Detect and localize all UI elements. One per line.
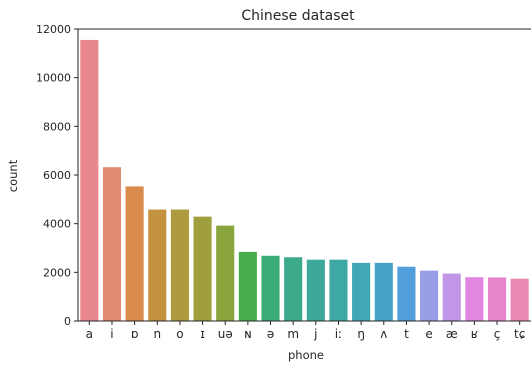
bar-8 bbox=[261, 255, 280, 321]
x-tick-label-9: m bbox=[287, 327, 299, 341]
axes-frame bbox=[77, 28, 531, 322]
bar-10 bbox=[306, 259, 325, 321]
x-tick-label-7: ɴ bbox=[244, 327, 252, 341]
bar-1 bbox=[102, 167, 122, 321]
x-tick-label-10: j bbox=[313, 327, 317, 341]
bar-9 bbox=[284, 257, 303, 321]
x-tick-label-12: ŋ bbox=[357, 327, 365, 341]
x-tick-label-8: ə bbox=[267, 327, 274, 341]
bar-4 bbox=[170, 209, 189, 321]
x-tick-label-4: o bbox=[176, 327, 183, 341]
x-tick-label-14: t bbox=[404, 327, 409, 341]
x-tick-label-0: a bbox=[86, 327, 93, 341]
bar-18 bbox=[487, 277, 507, 321]
chart-title: Chinese dataset bbox=[241, 8, 355, 24]
x-tick-label-18: ç bbox=[494, 327, 501, 341]
bar-6 bbox=[216, 225, 235, 321]
bar-13 bbox=[374, 262, 393, 321]
x-axis-label: phone bbox=[288, 348, 324, 362]
y-tick-label-6: 12000 bbox=[36, 23, 71, 36]
x-tick-label-11: iː bbox=[335, 327, 342, 341]
y-axis-ticks: 0 2000 4000 6000 8000 10000 12000 bbox=[36, 23, 78, 328]
x-tick-label-2: ɒ bbox=[131, 327, 139, 341]
x-axis-ticks: a i ɒ n o ɪ uə ɴ ə m j iː ŋ ʌ t e æ ʁ ç tɕ bbox=[86, 321, 525, 341]
bar-0 bbox=[80, 39, 99, 321]
bar-15 bbox=[420, 270, 439, 321]
x-tick-label-17: ʁ bbox=[471, 327, 478, 341]
bar-5 bbox=[193, 216, 212, 321]
y-tick-label-1: 2000 bbox=[43, 266, 71, 279]
x-tick-label-13: ʌ bbox=[380, 327, 387, 341]
bar-7 bbox=[238, 251, 257, 321]
bars-group bbox=[80, 39, 529, 321]
x-tick-label-16: æ bbox=[446, 327, 458, 341]
y-tick-label-3: 6000 bbox=[43, 169, 71, 182]
bar-2 bbox=[125, 186, 144, 321]
bar-19 bbox=[510, 278, 529, 321]
x-tick-label-15: e bbox=[425, 327, 432, 341]
x-tick-label-5: ɪ bbox=[200, 327, 204, 341]
x-tick-label-6: uə bbox=[218, 327, 233, 341]
bar-12 bbox=[352, 262, 371, 321]
bar-3 bbox=[148, 209, 167, 321]
x-tick-label-3: n bbox=[153, 327, 161, 341]
y-axis-label: count bbox=[6, 159, 20, 192]
bar-17 bbox=[465, 277, 484, 321]
y-tick-label-0: 0 bbox=[64, 315, 71, 328]
x-tick-label-19: tɕ bbox=[514, 327, 525, 341]
bar-14 bbox=[397, 266, 416, 321]
bar-11 bbox=[329, 259, 348, 321]
y-tick-label-2: 4000 bbox=[43, 218, 71, 231]
x-tick-label-1: i bbox=[110, 327, 113, 341]
y-tick-label-5: 10000 bbox=[36, 72, 71, 85]
bar-16 bbox=[442, 273, 461, 321]
y-tick-label-4: 8000 bbox=[43, 120, 71, 133]
